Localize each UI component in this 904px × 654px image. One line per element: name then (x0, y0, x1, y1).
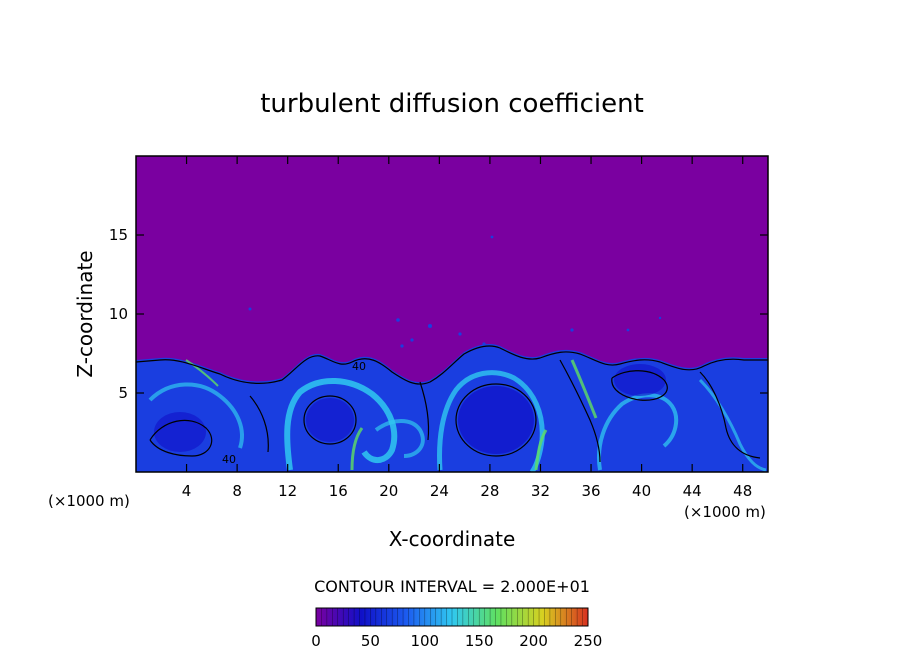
colorbar: 0 50 100 150 200 250 (311, 607, 602, 650)
x-tick-label: 32 (531, 482, 550, 500)
eddy-core-4 (614, 364, 666, 396)
contour-label-1: 40 (352, 360, 366, 373)
y-axis-ticks: 5 10 15 (109, 226, 768, 402)
contour-label-2: 40 (222, 453, 236, 466)
x-tick-label: 8 (232, 482, 242, 500)
x-tick-label: 44 (683, 482, 702, 500)
x-unit-right: (×1000 m) (684, 503, 766, 521)
eddy-core-2 (306, 398, 354, 442)
chart-title: turbulent diffusion coefficient (260, 89, 644, 119)
colorbar-tick-label: 0 (311, 632, 321, 650)
eddy-core-1 (458, 386, 534, 454)
x-axis-label: X-coordinate (389, 527, 516, 551)
x-axis-ticks: 4 8 12 16 20 24 28 32 36 40 44 48 (182, 156, 752, 500)
colorbar-tick-label: 200 (519, 632, 548, 650)
colorbar-tick-label: 100 (410, 632, 439, 650)
eddy-filament-7 (534, 429, 548, 471)
y-tick-label: 15 (109, 226, 128, 244)
y-tick-label: 5 (118, 384, 128, 402)
x-unit-left: (×1000 m) (48, 492, 130, 510)
eddy-filament-6 (350, 427, 364, 471)
eddy-filament-8 (570, 359, 598, 419)
colorbar-frame (315, 607, 589, 627)
eddy-filament-10 (374, 419, 425, 458)
y-axis-label: Z-coordinate (73, 250, 97, 377)
colorbar-ticks: 0 50 100 150 200 250 (311, 632, 602, 650)
x-tick-label: 28 (480, 482, 499, 500)
x-tick-label: 20 (379, 482, 398, 500)
x-tick-label: 40 (632, 482, 651, 500)
colorbar-stripes (315, 608, 589, 626)
x-tick-label: 16 (329, 482, 348, 500)
eddy-core-3 (154, 412, 206, 452)
x-tick-label: 36 (581, 482, 600, 500)
x-tick-label: 4 (182, 482, 192, 500)
x-tick-label: 24 (430, 482, 449, 500)
x-tick-label: 12 (278, 482, 297, 500)
speckles (248, 235, 662, 348)
plot-area: 40 40 (136, 156, 768, 472)
eddy-filament-4 (148, 382, 244, 449)
colorbar-tick-label: 250 (574, 632, 603, 650)
eddy-filament-9 (185, 359, 219, 387)
contour-lines (136, 345, 768, 463)
eddy-filament-1 (284, 378, 398, 471)
eddy-filament-5 (698, 378, 767, 472)
colorbar-tick-label: 150 (465, 632, 494, 650)
contour-interval-text: CONTOUR INTERVAL = 2.000E+01 (314, 577, 590, 596)
turbulent-layer (136, 344, 768, 472)
colorbar-tick-label: 50 (361, 632, 380, 650)
y-tick-label: 10 (109, 305, 128, 323)
x-tick-label: 48 (733, 482, 752, 500)
